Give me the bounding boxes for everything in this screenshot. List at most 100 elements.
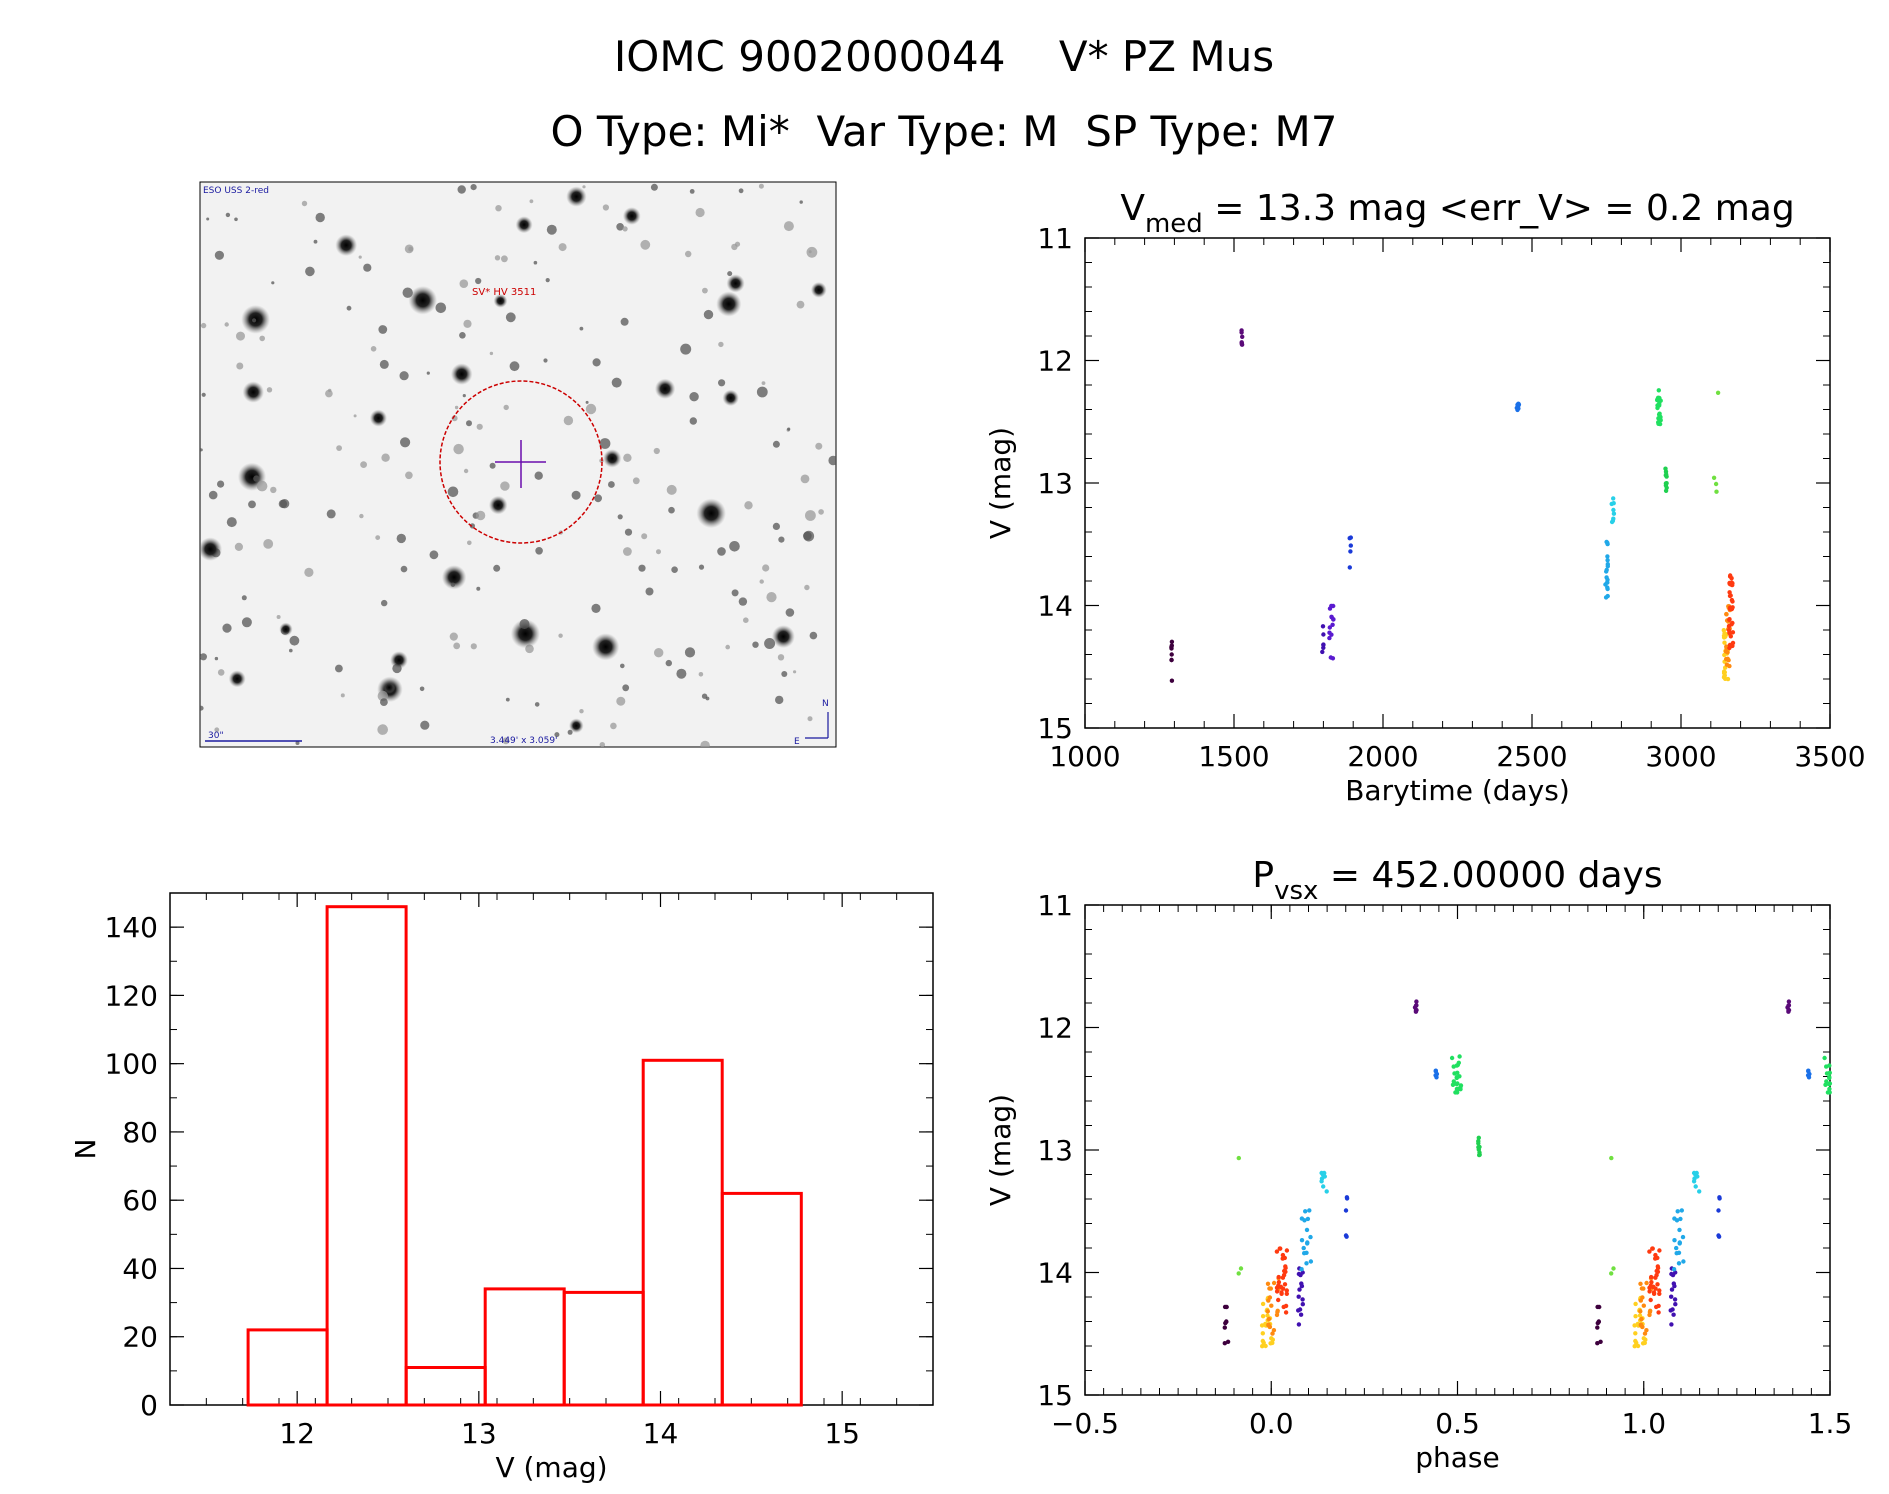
star (800, 474, 810, 484)
data-point (1678, 1216, 1683, 1222)
star (360, 461, 367, 468)
star (435, 302, 447, 314)
star (616, 696, 626, 706)
star (689, 189, 695, 194)
x-tick-label: −0.5 (1051, 1407, 1119, 1440)
data-point (1725, 676, 1731, 682)
data-point (1280, 1275, 1286, 1280)
star (766, 592, 777, 603)
data-point (1609, 1271, 1614, 1276)
data-point (1266, 1316, 1272, 1322)
star (808, 250, 812, 254)
star (676, 668, 687, 679)
data-point (1671, 1281, 1677, 1286)
data-point (1296, 1322, 1302, 1327)
star (359, 513, 364, 519)
data-point (1274, 1312, 1280, 1318)
data-point (1656, 1310, 1661, 1315)
data-point (1270, 1331, 1275, 1336)
y-tick-label: 13 (1037, 467, 1073, 500)
star (462, 394, 466, 398)
star (579, 709, 584, 714)
data-point (1327, 625, 1333, 630)
data-point (1516, 402, 1522, 407)
star (457, 185, 466, 194)
x-tick-label: 2000 (1347, 740, 1418, 773)
star (200, 322, 207, 329)
data-point (1449, 1055, 1455, 1061)
star (234, 542, 243, 552)
star (475, 510, 486, 521)
data-point (1727, 617, 1732, 622)
star (489, 351, 494, 356)
star (315, 212, 325, 223)
star (758, 183, 764, 189)
data-point (1656, 412, 1662, 417)
data-point (1169, 643, 1175, 648)
star (718, 379, 726, 387)
star (622, 207, 641, 225)
data-point (1675, 1209, 1680, 1214)
data-point (1298, 1272, 1303, 1278)
data-point (1304, 1261, 1309, 1266)
data-point (1827, 1075, 1832, 1080)
data-point (1303, 1209, 1308, 1214)
data-point (1274, 1285, 1280, 1291)
star (208, 490, 218, 500)
chart-title-rest: = 452.00000 days (1318, 855, 1662, 896)
data-point (1727, 642, 1733, 648)
data-point (1169, 678, 1175, 683)
data-point (1634, 1340, 1639, 1346)
star (450, 363, 473, 385)
star (279, 499, 290, 509)
star (369, 409, 387, 427)
data-point (1822, 1055, 1827, 1061)
histogram-bar (404, 1366, 487, 1407)
compass-north-label: N (822, 699, 829, 709)
star (689, 392, 699, 402)
star (241, 595, 247, 601)
data-point (1695, 1174, 1700, 1179)
data-point (1476, 1145, 1481, 1150)
y-tick-label: 15 (1037, 712, 1073, 745)
data-point (1605, 564, 1611, 569)
star (476, 586, 481, 591)
data-point (1283, 1310, 1289, 1315)
star (353, 414, 357, 418)
star (253, 475, 260, 482)
star-field (200, 183, 836, 747)
data-point (1300, 1297, 1305, 1302)
data-point (1605, 586, 1610, 592)
star (242, 381, 264, 403)
data-point (1269, 1303, 1274, 1308)
data-point (1668, 1308, 1673, 1313)
star (623, 547, 632, 556)
data-point (1277, 1246, 1283, 1251)
star (200, 448, 203, 452)
star (228, 670, 246, 688)
data-point (1679, 1208, 1685, 1213)
star (241, 617, 252, 628)
data-point (1827, 1090, 1832, 1095)
data-point (1680, 1234, 1686, 1240)
data-point (1274, 1249, 1280, 1254)
star (493, 564, 501, 572)
data-point (1454, 1063, 1460, 1068)
star (617, 514, 623, 520)
histogram-bar (246, 1328, 329, 1407)
data-point (1727, 663, 1732, 669)
star (405, 471, 413, 480)
x-tick-label: 1000 (1049, 740, 1120, 773)
data-point (1169, 639, 1175, 644)
data-point (1330, 622, 1335, 627)
data-point (1260, 1314, 1266, 1319)
star (489, 462, 496, 469)
data-point (1260, 1331, 1266, 1336)
y-tick-label: 11 (1037, 889, 1073, 922)
data-point (1299, 1281, 1304, 1286)
data-point (1343, 1233, 1349, 1238)
star (301, 200, 308, 207)
star (500, 481, 510, 491)
data-point (1647, 1312, 1652, 1318)
star (252, 318, 257, 323)
